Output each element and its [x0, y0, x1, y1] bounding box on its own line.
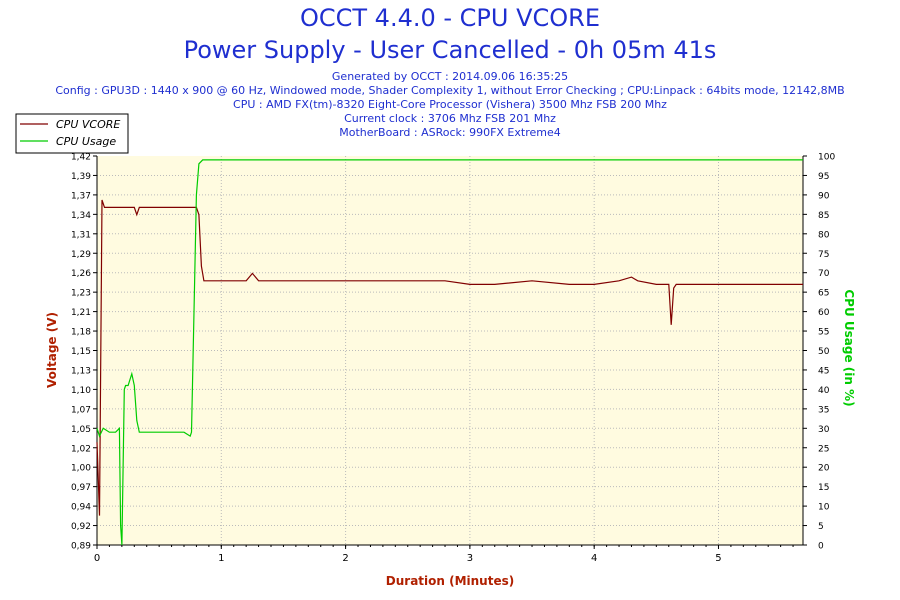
x-tick-label: 1 [218, 553, 224, 564]
y2-tick-label: 90 [818, 191, 830, 201]
y2-tick-label: 70 [818, 269, 830, 279]
y-tick-label: 1,26 [71, 269, 91, 279]
y-tick-label: 1,34 [71, 211, 91, 221]
y2-tick-label: 25 [818, 444, 829, 454]
info-current-clock: Current clock : 3706 Mhz FSB 201 Mhz [344, 112, 556, 125]
x-axis-label: Duration (Minutes) [386, 574, 514, 588]
y-tick-label: 0,89 [71, 542, 91, 552]
y-tick-label: 1,29 [71, 250, 91, 260]
info-generated: Generated by OCCT : 2014.09.06 16:35:25 [331, 70, 569, 83]
y2-tick-label: 55 [818, 328, 829, 338]
y2-tick-label: 40 [818, 386, 830, 396]
y2-tick-label: 60 [818, 308, 830, 318]
info-cpu: CPU : AMD FX(tm)-8320 Eight-Core Process… [233, 98, 667, 111]
y-tick-label: 0,94 [71, 503, 91, 513]
x-tick-label: 4 [591, 553, 597, 564]
info-config: Config : GPU3D : 1440 x 900 @ 60 Hz, Win… [55, 84, 845, 97]
y2-tick-label: 50 [818, 347, 830, 357]
cpu-vcore-series-line [96, 199, 803, 516]
chart-title: OCCT 4.4.0 - CPU VCORE [299, 4, 600, 32]
y2-tick-label: 30 [818, 425, 830, 435]
legend-label: CPU VCORE [56, 118, 120, 131]
y-tick-label: 1,00 [71, 464, 91, 474]
y2-tick-label: 35 [818, 405, 829, 415]
y2-tick-label: 100 [818, 153, 835, 163]
y-tick-label: 1,42 [71, 153, 91, 163]
x-tick-label: 3 [467, 553, 473, 564]
cpu-usage-series-line [96, 159, 803, 546]
y-tick-label: 1,37 [71, 191, 91, 201]
y-tick-label: 1,15 [71, 347, 91, 357]
y2-tick-label: 10 [818, 503, 830, 513]
y-tick-label: 1,10 [71, 386, 91, 396]
y2-tick-label: 80 [818, 230, 830, 240]
legend-box [15, 113, 129, 154]
y2-tick-label: 5 [818, 522, 824, 532]
y-tick-label: 1,18 [71, 328, 91, 338]
y2-tick-label: 75 [818, 250, 829, 260]
y-tick-label: 1,31 [71, 230, 91, 240]
y-tick-label: 1,21 [71, 308, 91, 318]
x-tick-label: 0 [94, 553, 100, 564]
x-tick-label: 2 [342, 553, 348, 564]
y2-tick-label: 95 [818, 172, 829, 182]
y-axis-label: Voltage (V) [45, 312, 59, 388]
info-motherboard: MotherBoard : ASRock: 990FX Extreme4 [339, 126, 561, 139]
y-tick-label: 0,97 [71, 483, 91, 493]
chart-subtitle: Power Supply - User Cancelled - 0h 05m 4… [183, 36, 717, 64]
x-tick-label: 5 [715, 553, 721, 564]
y-tick-label: 1,05 [71, 425, 91, 435]
y2-tick-label: 20 [818, 464, 830, 474]
legend-label: CPU Usage [56, 135, 116, 148]
y-tick-label: 0,92 [71, 522, 91, 532]
y2-tick-label: 0 [818, 542, 824, 552]
y2-tick-label: 15 [818, 483, 829, 493]
y-tick-label: 1,39 [71, 172, 91, 182]
y-tick-label: 1,07 [71, 405, 91, 415]
y-tick-label: 1,02 [71, 444, 91, 454]
y-tick-label: 1,23 [71, 289, 91, 299]
y2-tick-label: 85 [818, 211, 829, 221]
y2-tick-label: 45 [818, 366, 829, 376]
y-tick-label: 1,13 [71, 366, 91, 376]
y2-tick-label: 65 [818, 289, 829, 299]
y2-axis-label: CPU Usage (in %) [842, 289, 856, 406]
